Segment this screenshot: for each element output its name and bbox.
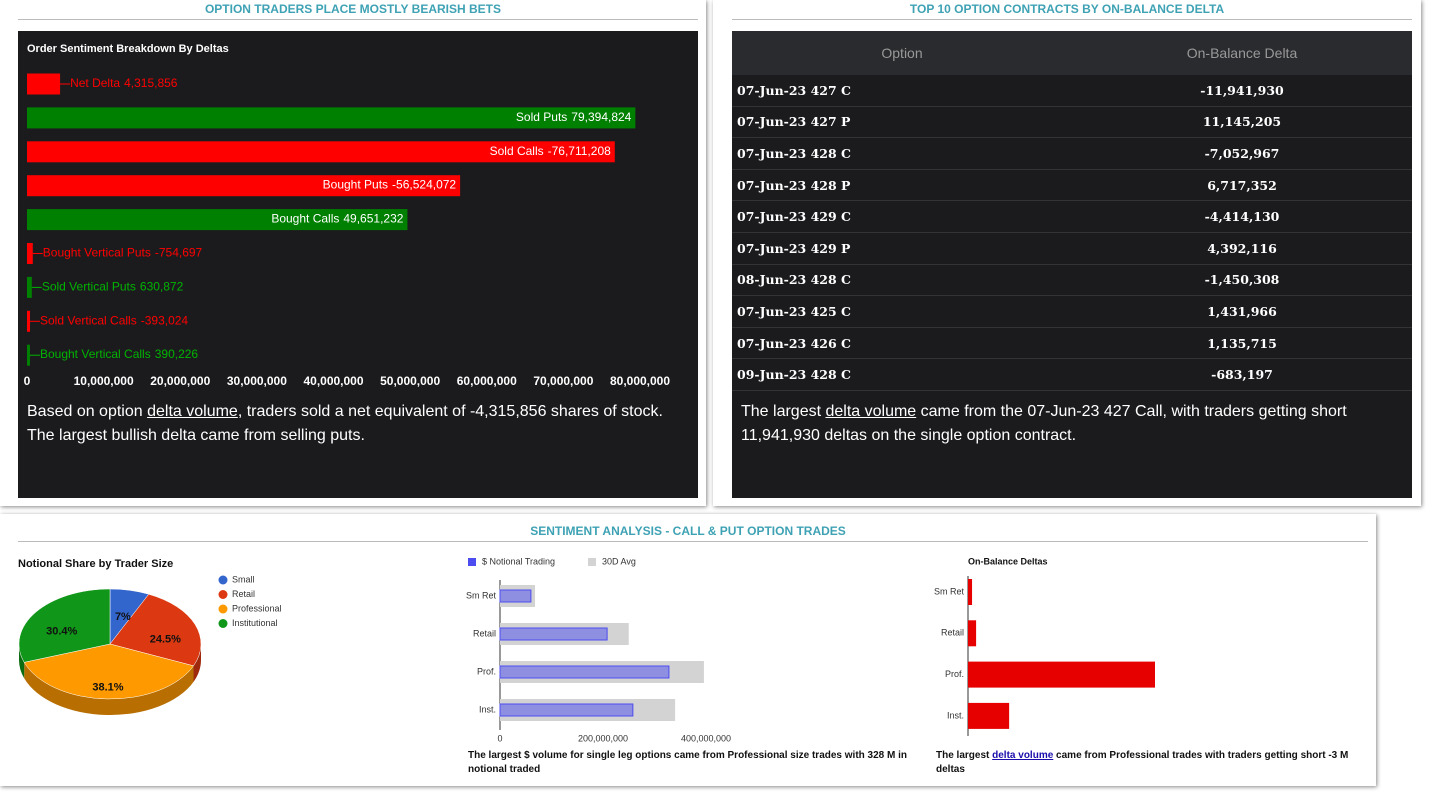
header-cell: On-Balance Delta — [1072, 31, 1412, 75]
table-cell: 1,431,966 — [1072, 295, 1412, 328]
table-cell: 11,145,205 — [1072, 106, 1412, 139]
table-cell: 07-Jun-23 427 P — [732, 106, 1072, 139]
panel-title: TOP 10 OPTION CONTRACTS BY ON-BALANCE DE… — [909, 2, 1225, 16]
header-cell: Option — [732, 31, 1072, 75]
caption: The largest delta volume came from the 0… — [741, 400, 1406, 448]
caption-text: came from Professional trades with trade… — [936, 750, 1349, 775]
table-cell: 07-Jun-23 429 P — [732, 232, 1072, 265]
panel: OPTION TRADERS PLACE MOSTLY BEARISH BETS… — [0, 0, 706, 506]
table-cell: 07-Jun-23 427 C — [732, 75, 1072, 107]
caption: Based on option delta volume, traders so… — [27, 400, 692, 448]
panel-title: SENTIMENT ANALYSIS - CALL & PUT OPTION T… — [530, 524, 846, 538]
rule — [18, 19, 698, 20]
table-row: 07-Jun-23 425 C 1,431,966 — [732, 295, 1412, 328]
table-row: 08-Jun-23 428 C -1,450,308 — [732, 264, 1412, 297]
table-cell: 07-Jun-23 426 C — [732, 327, 1072, 360]
table-cell: 07-Jun-23 429 C — [732, 200, 1072, 233]
rule — [18, 541, 1368, 542]
table-cell: -683,197 — [1072, 358, 1412, 391]
caption: The largest delta volume came from Profe… — [936, 749, 1371, 777]
table-row: 07-Jun-23 427 C -11,941,930 — [732, 75, 1412, 107]
caption-text: , traders sold a net equivalent of -4,31… — [27, 403, 663, 444]
caption-text: The largest — [936, 750, 993, 761]
table-row: 07-Jun-23 429 C -4,414,130 — [732, 200, 1412, 233]
table-cell: 1,135,715 — [1072, 327, 1412, 360]
table-cell: 6,717,352 — [1072, 169, 1412, 202]
table-row: 07-Jun-23 428 P 6,717,352 — [732, 169, 1412, 202]
table-cell: 08-Jun-23 428 C — [732, 264, 1072, 297]
rule — [732, 19, 1412, 20]
panel-title: OPTION TRADERS PLACE MOSTLY BEARISH BETS — [204, 2, 502, 16]
table-cell: 09-Jun-23 428 C — [732, 358, 1072, 391]
table-cell: 07-Jun-23 428 P — [732, 169, 1072, 202]
table-row: 09-Jun-23 428 C -683,197 — [732, 358, 1412, 391]
table-row: 07-Jun-23 427 P 11,145,205 — [732, 106, 1412, 139]
table-row: 07-Jun-23 428 C -7,052,967 — [732, 137, 1412, 170]
table-cell: 4,392,116 — [1072, 232, 1412, 265]
caption-link[interactable]: delta volume — [147, 403, 238, 420]
caption-text: The largest — [741, 403, 826, 420]
caption-text: Based on option — [27, 403, 148, 420]
table-cell: -7,052,967 — [1072, 137, 1412, 170]
caption-link[interactable]: delta volume — [825, 403, 917, 420]
table-cell: 07-Jun-23 425 C — [732, 295, 1072, 328]
table-row: 07-Jun-23 426 C 1,135,715 — [732, 327, 1412, 360]
table: Option On-Balance Delta 07-Jun-23 427 C-… — [732, 31, 1412, 391]
table-cell: -11,941,930 — [1072, 75, 1412, 107]
caption: The largest $ volume for single leg opti… — [468, 750, 908, 775]
caption-text: came from the 07-Jun-23 427 Call, with t… — [741, 403, 1347, 444]
header-row: Option On-Balance Delta — [732, 31, 1412, 75]
table-row: 07-Jun-23 429 P 4,392,116 — [732, 232, 1412, 265]
panel: TOP 10 OPTION CONTRACTS BY ON-BALANCE DE… — [713, 0, 1421, 506]
caption-link[interactable]: delta volume — [992, 750, 1054, 761]
table-cell: -1,450,308 — [1072, 264, 1412, 297]
table-cell: -4,414,130 — [1072, 200, 1412, 233]
table-cell: 07-Jun-23 428 C — [732, 137, 1072, 170]
panel: SENTIMENT ANALYSIS - CALL & PUT OPTION T… — [0, 514, 1376, 786]
